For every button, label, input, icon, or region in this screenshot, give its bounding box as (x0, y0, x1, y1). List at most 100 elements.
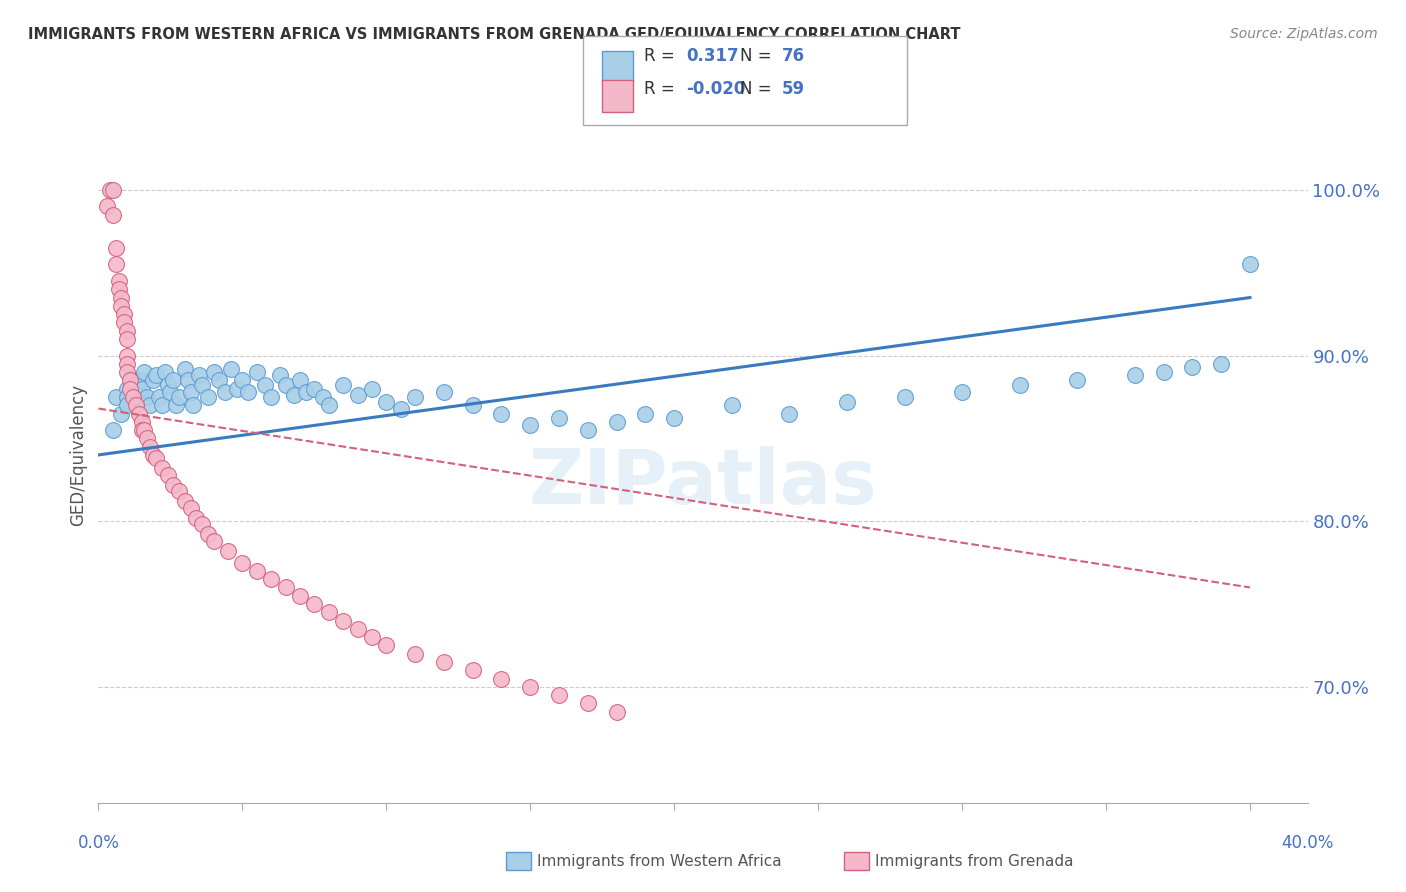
Point (115, 398, 138, 412)
Point (288, 589, 311, 603)
Text: R =: R = (644, 47, 681, 65)
Point (236, 384, 259, 399)
Point (139, 440, 162, 454)
Point (318, 398, 340, 412)
Point (346, 388, 368, 402)
Point (110, 299, 132, 313)
Point (115, 332, 138, 346)
Point (173, 494, 195, 508)
Point (1123, 368, 1146, 383)
Point (98, 183, 121, 197)
Point (128, 390, 150, 404)
Point (274, 378, 297, 392)
Point (145, 451, 167, 466)
Point (167, 390, 190, 404)
Point (1181, 360, 1204, 375)
Point (115, 382, 138, 396)
Point (139, 398, 162, 412)
Text: 40.0%: 40.0% (1281, 834, 1334, 852)
Point (202, 365, 225, 379)
Point (312, 390, 335, 404)
Point (664, 411, 686, 425)
Point (115, 390, 138, 404)
Point (548, 411, 571, 425)
Point (433, 384, 456, 399)
Text: R =: R = (644, 80, 681, 98)
Point (150, 398, 173, 412)
Point (136, 431, 159, 445)
Point (219, 361, 242, 376)
Point (191, 378, 214, 392)
Text: 0.0%: 0.0% (77, 834, 120, 852)
Point (274, 581, 297, 595)
Point (197, 390, 219, 404)
Text: ZIPatlas: ZIPatlas (529, 446, 877, 520)
Point (101, 183, 124, 197)
Point (191, 517, 214, 532)
Point (134, 365, 156, 379)
Point (461, 663, 484, 677)
Text: Source: ZipAtlas.com: Source: ZipAtlas.com (1230, 27, 1378, 41)
Point (122, 390, 145, 404)
Point (115, 365, 138, 379)
Point (893, 390, 915, 404)
Point (318, 605, 340, 619)
Point (131, 423, 153, 437)
Text: Immigrants from Western Africa: Immigrants from Western Africa (537, 854, 782, 869)
Point (1211, 357, 1233, 371)
Text: Immigrants from Grenada: Immigrants from Grenada (875, 854, 1073, 869)
Point (332, 378, 354, 392)
Point (225, 382, 247, 396)
Point (254, 378, 277, 392)
Point (433, 655, 456, 669)
Point (231, 373, 253, 387)
Point (1239, 257, 1261, 271)
Point (720, 398, 742, 412)
Point (346, 622, 368, 636)
Point (165, 398, 187, 412)
Point (231, 556, 253, 570)
Point (115, 349, 138, 363)
Point (125, 398, 148, 412)
Point (1066, 373, 1088, 387)
Point (288, 373, 311, 387)
Point (361, 382, 384, 396)
Point (101, 423, 124, 437)
Point (156, 378, 179, 392)
Point (606, 415, 628, 429)
Point (217, 544, 239, 558)
Point (101, 208, 124, 222)
Point (246, 365, 269, 379)
Point (1008, 378, 1031, 392)
Point (110, 407, 132, 421)
Point (136, 390, 159, 404)
Point (576, 697, 599, 711)
Text: N =: N = (740, 47, 776, 65)
Point (142, 373, 165, 387)
Point (120, 373, 142, 387)
Point (519, 418, 541, 433)
Point (128, 407, 150, 421)
Point (134, 423, 156, 437)
Point (173, 361, 195, 376)
Text: IMMIGRANTS FROM WESTERN AFRICA VS IMMIGRANTS FROM GRENADA GED/EQUIVALENCY CORREL: IMMIGRANTS FROM WESTERN AFRICA VS IMMIGR… (28, 27, 960, 42)
Point (112, 315, 135, 329)
Point (162, 373, 184, 387)
Text: -0.020: -0.020 (686, 80, 745, 98)
Point (491, 672, 513, 686)
Point (202, 534, 225, 549)
Point (283, 388, 305, 402)
Point (188, 368, 211, 383)
Point (1153, 365, 1175, 379)
Point (214, 384, 236, 399)
Point (104, 257, 127, 271)
Point (208, 373, 231, 387)
Point (107, 274, 129, 288)
Point (269, 368, 291, 383)
Text: 0.317: 0.317 (686, 47, 738, 65)
Point (294, 384, 316, 399)
Point (120, 382, 142, 396)
Point (156, 467, 179, 482)
Point (332, 614, 354, 628)
Point (389, 401, 412, 416)
